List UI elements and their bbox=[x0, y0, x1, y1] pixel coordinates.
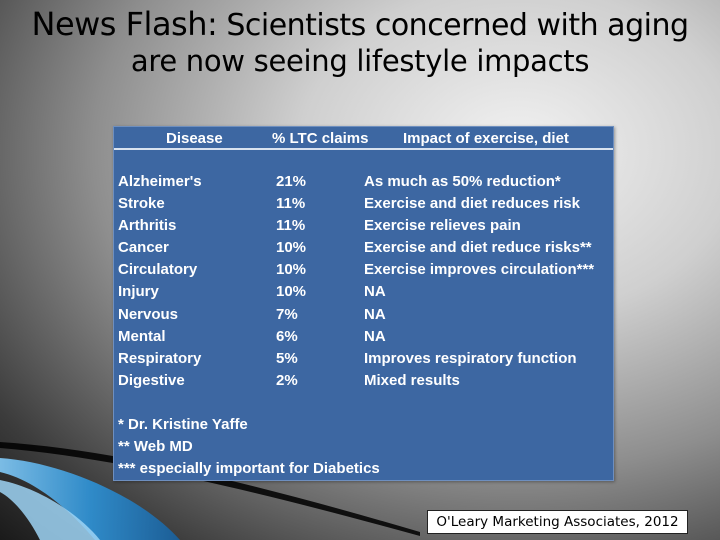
title-line1: Scientists concerned with aging bbox=[226, 8, 689, 43]
cell-disease: Stroke bbox=[118, 195, 165, 213]
table-row: Circulatory 10% Exercise improves circul… bbox=[114, 261, 613, 283]
cell-impact: Exercise improves circulation*** bbox=[364, 261, 595, 279]
footnote: *** especially important for Diabetics bbox=[118, 460, 380, 477]
cell-ltc: 7% bbox=[276, 305, 298, 323]
header-impact: Impact of exercise, diet bbox=[403, 130, 569, 147]
cell-ltc: 10% bbox=[276, 283, 307, 301]
header-disease: Disease bbox=[166, 130, 223, 147]
table-row: Digestive 2% Mixed results bbox=[114, 372, 613, 394]
cell-disease: Injury bbox=[118, 283, 159, 301]
cell-ltc: 6% bbox=[276, 327, 298, 345]
cell-disease: Mental bbox=[118, 327, 166, 345]
cell-disease: Digestive bbox=[118, 371, 185, 389]
table-row: Arthritis 11% Exercise relieves pain bbox=[114, 217, 613, 239]
claims-table: Disease % LTC claims Impact of exercise,… bbox=[113, 126, 614, 481]
cell-disease: Respiratory bbox=[118, 349, 202, 367]
cell-disease: Arthritis bbox=[118, 217, 177, 235]
cell-impact: Exercise and diet reduces risk bbox=[364, 195, 580, 213]
table-row: Nervous 7% NA bbox=[114, 306, 613, 328]
title-line2: are now seeing lifestyle impacts bbox=[130, 43, 590, 78]
cell-ltc: 2% bbox=[276, 371, 298, 389]
cell-impact: Exercise and diet reduce risks** bbox=[364, 239, 592, 257]
footnote: * Dr. Kristine Yaffe bbox=[118, 416, 248, 433]
cell-disease: Cancer bbox=[118, 239, 169, 257]
cell-ltc: 11% bbox=[276, 195, 306, 213]
cell-ltc: 5% bbox=[276, 349, 298, 367]
cell-impact: Mixed results bbox=[364, 371, 460, 389]
cell-impact: Improves respiratory function bbox=[364, 349, 577, 367]
cell-ltc: 10% bbox=[276, 261, 307, 279]
cell-impact: As much as 50% reduction* bbox=[364, 173, 561, 190]
header-divider bbox=[114, 148, 613, 150]
table-row: Respiratory 5% Improves respiratory func… bbox=[114, 350, 613, 372]
table-row: Stroke 11% Exercise and diet reduces ris… bbox=[114, 195, 613, 217]
table-row: Alzheimer's 21% As much as 50% reduction… bbox=[114, 173, 613, 195]
footnote: ** Web MD bbox=[118, 438, 193, 455]
cell-ltc: 10% bbox=[276, 239, 307, 257]
table-row: Mental 6% NA bbox=[114, 328, 613, 350]
credit-box: O'Leary Marketing Associates, 2012 bbox=[427, 510, 688, 534]
footnotes: * Dr. Kristine Yaffe ** Web MD *** espec… bbox=[118, 416, 380, 482]
decorative-swoosh bbox=[0, 442, 420, 540]
table-row: Injury 10% NA bbox=[114, 283, 613, 305]
table-header: Disease % LTC claims Impact of exercise,… bbox=[114, 130, 613, 148]
cell-ltc: 21% bbox=[276, 173, 307, 190]
cell-impact: Exercise relieves pain bbox=[364, 217, 521, 235]
cell-ltc: 11% bbox=[276, 217, 306, 235]
cell-impact: NA bbox=[364, 305, 386, 323]
table-body: Alzheimer's 21% As much as 50% reduction… bbox=[114, 173, 613, 394]
title-prefix: News Flash: bbox=[31, 5, 218, 43]
header-ltc-claims: % LTC claims bbox=[272, 130, 369, 147]
cell-disease: Circulatory bbox=[118, 261, 198, 279]
cell-impact: NA bbox=[364, 283, 386, 301]
cell-impact: NA bbox=[364, 327, 386, 345]
cell-disease: Nervous bbox=[118, 305, 179, 323]
cell-disease: Alzheimer's bbox=[118, 173, 202, 190]
table-row: Cancer 10% Exercise and diet reduce risk… bbox=[114, 239, 613, 261]
slide-title: News Flash: Scientists concerned with ag… bbox=[0, 5, 720, 78]
